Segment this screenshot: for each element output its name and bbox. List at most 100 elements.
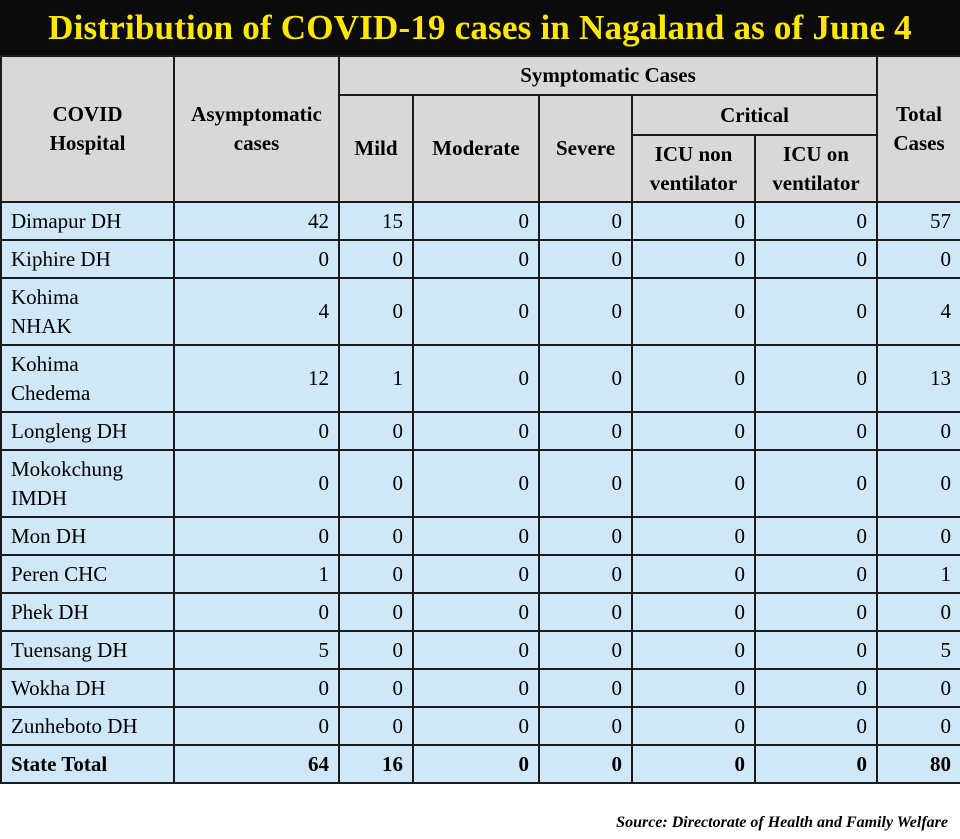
icu-non-ventilator-cell: 0 — [631, 239, 756, 279]
state-total-label: State Total — [0, 744, 175, 784]
asymptomatic-cell: 0 — [173, 239, 340, 279]
header-total: Total Cases — [876, 55, 960, 203]
moderate-cell: 0 — [412, 630, 540, 670]
cases-table: COVID Hospital Asymptomatic cases Sympto… — [0, 55, 960, 784]
total-cell: 57 — [876, 201, 960, 241]
total-cell: 1 — [876, 554, 960, 594]
mild-cell: 0 — [338, 630, 414, 670]
moderate-cell: 0 — [412, 449, 540, 518]
icu-non-ventilator-cell: 0 — [631, 630, 756, 670]
icu-non-ventilator-cell: 0 — [631, 277, 756, 346]
severe-cell: 0 — [538, 277, 633, 346]
moderate-cell: 0 — [412, 239, 540, 279]
total-cell: 13 — [876, 344, 960, 413]
header-symptomatic-group: Symptomatic Cases — [338, 55, 878, 96]
severe-cell: 0 — [538, 344, 633, 413]
mild-total-cell: 16 — [338, 744, 414, 784]
icu-on-ventilator-cell: 0 — [754, 411, 878, 451]
header-asymptomatic: Asymptomatic cases — [173, 55, 340, 203]
total-cell: 0 — [876, 239, 960, 279]
title-bar: Distribution of COVID-19 cases in Nagala… — [0, 0, 960, 55]
header-moderate: Moderate — [412, 94, 540, 203]
asymptomatic-cell: 5 — [173, 630, 340, 670]
asymptomatic-cell: 0 — [173, 706, 340, 746]
asymptomatic-cell: 0 — [173, 449, 340, 518]
asymptomatic-cell: 0 — [173, 411, 340, 451]
hospital-cell: Phek DH — [0, 592, 175, 632]
table-row: Mon DH 0 0 0 0 0 0 0 — [0, 516, 960, 556]
icu-non-ventilator-cell: 0 — [631, 201, 756, 241]
severe-total-cell: 0 — [538, 744, 633, 784]
moderate-cell: 0 — [412, 668, 540, 708]
table-header: COVID Hospital Asymptomatic cases Sympto… — [0, 55, 960, 203]
mild-cell: 0 — [338, 516, 414, 556]
severe-cell: 0 — [538, 411, 633, 451]
icu-non-ventilator-cell: 0 — [631, 592, 756, 632]
moderate-cell: 0 — [412, 411, 540, 451]
severe-cell: 0 — [538, 668, 633, 708]
asymptomatic-cell: 4 — [173, 277, 340, 346]
total-cell: 4 — [876, 277, 960, 346]
icu-non-ventilator-cell: 0 — [631, 411, 756, 451]
mild-cell: 0 — [338, 706, 414, 746]
moderate-cell: 0 — [412, 706, 540, 746]
hospital-cell: Kiphire DH — [0, 239, 175, 279]
header-severe: Severe — [538, 94, 633, 203]
moderate-cell: 0 — [412, 201, 540, 241]
table-row: Longleng DH 0 0 0 0 0 0 0 — [0, 411, 960, 451]
hospital-cell: Kohima NHAK — [0, 277, 175, 346]
icu-on-ventilator-cell: 0 — [754, 239, 878, 279]
header-critical-group: Critical — [631, 94, 878, 136]
mild-cell: 0 — [338, 411, 414, 451]
hospital-cell: Zunheboto DH — [0, 706, 175, 746]
hospital-cell: Kohima Chedema — [0, 344, 175, 413]
table-row: Wokha DH 0 0 0 0 0 0 0 — [0, 668, 960, 708]
icu-on-ventilator-cell: 0 — [754, 344, 878, 413]
hospital-cell: Wokha DH — [0, 668, 175, 708]
hospital-cell: Longleng DH — [0, 411, 175, 451]
mild-cell: 0 — [338, 449, 414, 518]
table-row: Kiphire DH 0 0 0 0 0 0 0 — [0, 239, 960, 279]
table-row: Zunheboto DH 0 0 0 0 0 0 0 — [0, 706, 960, 746]
header-icu-non-ventilator: ICU non ventilator — [631, 134, 756, 203]
moderate-cell: 0 — [412, 554, 540, 594]
severe-cell: 0 — [538, 239, 633, 279]
grand-total-cell: 80 — [876, 744, 960, 784]
icu-non-ventilator-cell: 0 — [631, 516, 756, 556]
severe-cell: 0 — [538, 630, 633, 670]
severe-cell: 0 — [538, 706, 633, 746]
moderate-cell: 0 — [412, 592, 540, 632]
header-mild: Mild — [338, 94, 414, 203]
total-cell: 5 — [876, 630, 960, 670]
source-note: Source: Directorate of Health and Family… — [616, 814, 948, 831]
icu-on-ventilator-cell: 0 — [754, 516, 878, 556]
icu-on-ventilator-cell: 0 — [754, 554, 878, 594]
table-title: Distribution of COVID-19 cases in Nagala… — [48, 7, 912, 47]
moderate-cell: 0 — [412, 344, 540, 413]
mild-cell: 0 — [338, 668, 414, 708]
icu-non-ventilator-cell: 0 — [631, 706, 756, 746]
moderate-total-cell: 0 — [412, 744, 540, 784]
table-row: Kohima NHAK 4 0 0 0 0 0 4 — [0, 277, 960, 346]
icu-on-ventilator-total-cell: 0 — [754, 744, 878, 784]
asymptomatic-total-cell: 64 — [173, 744, 340, 784]
icu-on-ventilator-cell: 0 — [754, 668, 878, 708]
mild-cell: 0 — [338, 592, 414, 632]
table-row: Mokokchung IMDH 0 0 0 0 0 0 0 — [0, 449, 960, 518]
moderate-cell: 0 — [412, 516, 540, 556]
hospital-cell: Peren CHC — [0, 554, 175, 594]
table-row: Kohima Chedema 12 1 0 0 0 0 13 — [0, 344, 960, 413]
icu-on-ventilator-cell: 0 — [754, 449, 878, 518]
asymptomatic-cell: 0 — [173, 592, 340, 632]
severe-cell: 0 — [538, 592, 633, 632]
mild-cell: 0 — [338, 277, 414, 346]
icu-non-ventilator-total-cell: 0 — [631, 744, 756, 784]
header-hospital: COVID Hospital — [0, 55, 175, 203]
asymptomatic-cell: 0 — [173, 668, 340, 708]
total-cell: 0 — [876, 706, 960, 746]
header-icu-on-ventilator: ICU on ventilator — [754, 134, 878, 203]
asymptomatic-cell: 0 — [173, 516, 340, 556]
table-row: Tuensang DH 5 0 0 0 0 0 5 — [0, 630, 960, 670]
severe-cell: 0 — [538, 449, 633, 518]
severe-cell: 0 — [538, 201, 633, 241]
